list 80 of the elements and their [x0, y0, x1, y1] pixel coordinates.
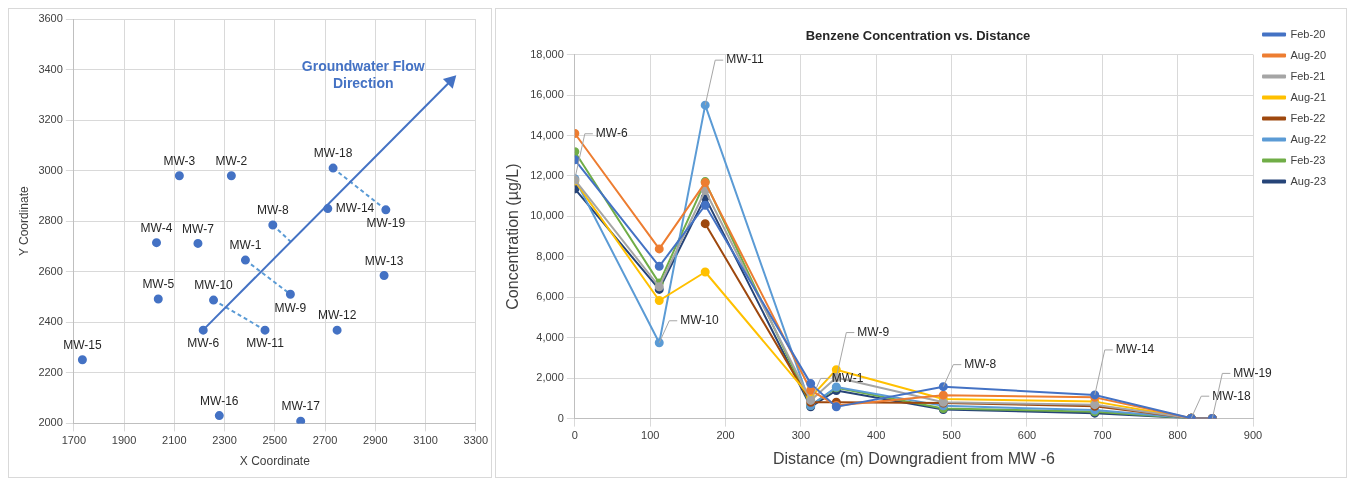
x-tick-label: 2500	[262, 434, 288, 447]
data-label: MW-11	[246, 336, 285, 351]
x-tick-label: 2300	[212, 434, 237, 447]
annotation: MW-10	[680, 313, 720, 328]
x-tick-label: 3100	[413, 434, 438, 447]
legend-label: Feb-21	[1290, 69, 1326, 82]
x-tick-label: 300	[791, 429, 811, 442]
y-tick-label: 10,000	[530, 209, 564, 222]
annotation: MW-11	[726, 52, 765, 67]
y-tick-label: 4,000	[536, 330, 564, 343]
legend-label: Aug-22	[1290, 132, 1327, 145]
data-label: MW-9	[274, 300, 307, 315]
y-tick-label: 16,000	[530, 88, 564, 101]
x-tick-label: 1700	[61, 434, 87, 447]
legend-label: Feb-20	[1290, 27, 1326, 40]
chart-title: Benzene Concentration vs. Distance	[805, 28, 1031, 44]
x-tick-label: 200	[716, 429, 735, 442]
y-tick-label: 2000	[38, 416, 63, 429]
y-tick-label: 2200	[38, 365, 63, 378]
x-tick-label: 0	[571, 429, 578, 442]
annotation: MW-9	[857, 324, 890, 339]
data-label: MW-13	[364, 253, 404, 268]
x-tick-label: 700	[1093, 429, 1112, 442]
x-tick-label: 2700	[312, 434, 338, 447]
annotation: MW-18	[1212, 388, 1252, 403]
y-axis-title: Concentration (µg/L)	[504, 163, 522, 310]
y-tick-label: 2600	[38, 264, 63, 277]
y-tick-label: 3400	[38, 62, 63, 75]
y-tick-label: 3000	[38, 163, 63, 176]
y-tick-label: 12,000	[530, 168, 564, 181]
x-axis-title: Distance (m) Downgradient from MW -6	[773, 449, 1055, 467]
y-tick-label: 3600	[38, 12, 63, 25]
legend-label: Aug-21	[1290, 90, 1327, 103]
annotation: MW-6	[595, 126, 628, 141]
legend-label: Aug-23	[1290, 174, 1327, 187]
data-label: MW-18	[313, 146, 353, 161]
data-label: MW-12	[317, 308, 357, 323]
x-tick-label: 900	[1243, 429, 1263, 442]
legend-label: Feb-22	[1290, 111, 1326, 124]
y-tick-label: 2,000	[536, 371, 564, 384]
data-label: MW-3	[163, 154, 196, 169]
data-label: MW-10	[194, 278, 234, 293]
y-tick-label: 6,000	[536, 290, 564, 303]
y-tick-label: 3200	[38, 113, 63, 126]
x-tick-label: 2900	[363, 434, 388, 447]
y-tick-label: 2400	[38, 315, 63, 328]
x-tick-label: 800	[1168, 429, 1187, 442]
annotation: MW-19	[1233, 365, 1273, 380]
x-tick-label: 600	[1017, 429, 1037, 442]
data-label: MW-5	[142, 277, 175, 292]
data-label: MW-16	[200, 393, 239, 408]
annotation: MW-8	[964, 356, 997, 371]
data-label: MW-17	[281, 399, 321, 414]
data-label: MW-6	[187, 336, 220, 351]
x-tick-label: 400	[867, 429, 886, 442]
data-label: MW-14	[335, 200, 375, 215]
legend-label: Feb-23	[1290, 153, 1326, 166]
legend-label: Aug-20	[1290, 48, 1327, 61]
y-axis-title: Y Coordinate	[16, 185, 31, 257]
data-label: MW-7	[182, 221, 215, 236]
y-tick-label: 14,000	[530, 128, 564, 141]
data-label: MW-2	[215, 154, 248, 169]
data-label: MW-1	[229, 238, 262, 253]
x-axis-title: X Coordinate	[239, 454, 311, 469]
data-label: MW-19	[366, 216, 406, 231]
y-tick-label: 8,000	[536, 249, 564, 262]
annotation: MW-14	[1115, 342, 1155, 357]
y-tick-label: 18,000	[530, 47, 564, 60]
y-tick-label: 0	[557, 411, 564, 424]
annotation: MW-1	[831, 370, 864, 385]
x-tick-label: 2100	[162, 434, 187, 447]
x-tick-label: 3300	[463, 434, 489, 447]
data-label: MW-8	[256, 203, 290, 218]
x-tick-label: 1900	[111, 434, 137, 447]
x-tick-label: 500	[942, 429, 961, 442]
data-label: MW-15	[63, 338, 102, 353]
data-label: MW-4	[140, 221, 173, 235]
y-tick-label: 2800	[38, 214, 63, 227]
annotation: Groundwater Flow Direction	[301, 58, 425, 92]
x-tick-label: 100	[641, 429, 660, 442]
